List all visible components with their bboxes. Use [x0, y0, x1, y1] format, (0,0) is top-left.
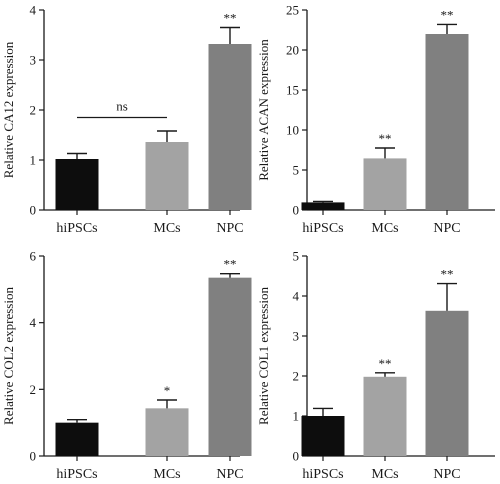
panel-1-y-axis-label: Relative CA12 expression: [1, 41, 16, 178]
panel-2-y-tick-label-1: 5: [293, 163, 300, 178]
panel-2-category-label-mcs: MCs: [371, 221, 398, 236]
panel-1-bar-mcs: [145, 142, 189, 210]
panel-2-y-tick-label-4: 20: [286, 43, 299, 58]
panel-2-y-tick-label-0: 0: [293, 203, 300, 218]
panel-2-bar-npc: [425, 34, 469, 210]
panel-1-bar-npc: [208, 44, 252, 210]
panel-1-bar-hipscs: [55, 159, 99, 210]
panel-4-y-tick-label-0: 0: [293, 449, 300, 464]
panel-4-category-label-hipscs: hiPSCs: [302, 467, 343, 482]
panel-2-category-label-hipscs: hiPSCs: [302, 221, 343, 236]
panel-1-y-tick-label-1: 1: [30, 153, 37, 168]
panel-3-category-label-npc: NPC: [216, 467, 243, 482]
panel-2-y-tick-label-5: 25: [286, 3, 299, 18]
panel-4-bar-npc: [425, 310, 469, 456]
panel-1-category-label-hipscs: hiPSCs: [56, 221, 97, 236]
panel-2-category-label-npc: NPC: [433, 221, 460, 236]
panel-4-y-tick-label-3: 3: [293, 329, 300, 344]
panel-3-bar-mcs: [145, 408, 189, 456]
panel-2-bar-hipscs: [301, 202, 345, 210]
panel-3-category-label-hipscs: hiPSCs: [56, 467, 97, 482]
panel-3-y-axis-label: Relative COL2 expression: [1, 287, 16, 425]
panel-4-significance-npc: **: [441, 267, 454, 282]
panel-4-y-axis-label: Relative COL1 expression: [256, 287, 271, 425]
panel-1-category-label-mcs: MCs: [153, 221, 180, 236]
panel-3-significance-mcs: *: [164, 383, 171, 398]
panel-3-bar-hipscs: [55, 422, 99, 456]
panel-2-y-tick-label-3: 15: [286, 83, 299, 98]
panel-4-bar-hipscs: [301, 416, 345, 456]
panel-2-y-axis-label: Relative ACAN expression: [256, 39, 271, 181]
panel-1-y-tick-label-2: 2: [30, 103, 37, 118]
panel-4-category-label-npc: NPC: [433, 467, 460, 482]
panel-3-y-tick-label-2: 4: [30, 315, 37, 330]
panel-4-significance-mcs: **: [379, 356, 392, 371]
panel-2-significance-mcs: **: [379, 131, 392, 146]
panel-1-comparison-label: ns: [116, 99, 128, 114]
panel-2-significance-npc: **: [441, 7, 454, 22]
panel-3-significance-npc: **: [224, 257, 237, 272]
panel-4-y-tick-label-1: 1: [293, 409, 300, 424]
panel-3-y-tick-label-3: 6: [30, 249, 37, 264]
panel-1-significance-npc: **: [224, 11, 237, 26]
panel-1-category-label-npc: NPC: [216, 221, 243, 236]
panel-3-category-label-mcs: MCs: [153, 467, 180, 482]
panel-4-y-tick-label-4: 4: [293, 289, 300, 304]
panel-1-y-tick-label-4: 4: [30, 3, 37, 18]
panel-4-y-tick-label-5: 5: [293, 249, 300, 264]
panel-3-y-tick-label-1: 2: [30, 382, 37, 397]
panel-4-y-tick-label-2: 2: [293, 369, 300, 384]
panel-3-y-tick-label-0: 0: [30, 449, 37, 464]
panel-3-bar-npc: [208, 277, 252, 456]
panel-4-bar-mcs: [363, 376, 407, 456]
panel-1-y-tick-label-0: 0: [30, 203, 37, 218]
panel-2-bar-mcs: [363, 158, 407, 210]
panel-4-category-label-mcs: MCs: [371, 467, 398, 482]
panel-2-y-tick-label-2: 10: [286, 123, 299, 138]
panel-1-y-tick-label-3: 3: [30, 53, 37, 68]
